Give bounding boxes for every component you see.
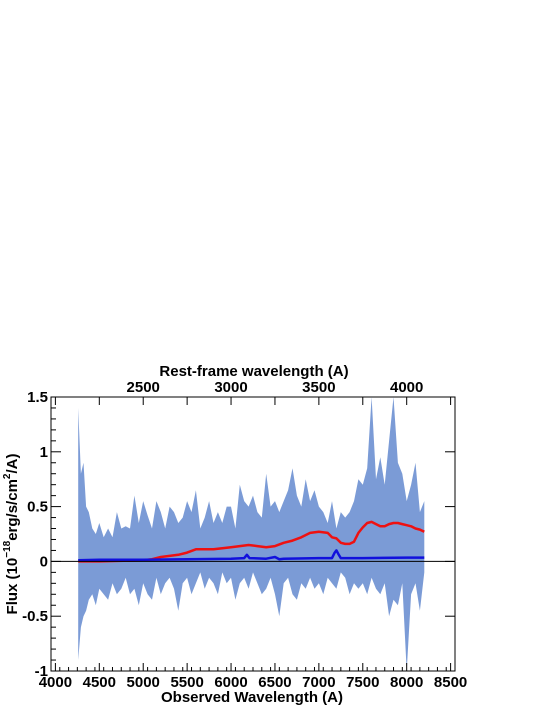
y-title-exp-1: −18 [2, 540, 13, 557]
spectrum-line-1 [78, 520, 425, 563]
x-tick-label: 4500 [83, 674, 116, 691]
y-axis-title: Flux (10−18erg/s/cm2/A) [2, 454, 21, 615]
x-tick-label: 6500 [258, 674, 291, 691]
flux-error-band [78, 397, 425, 671]
y-tick-label: 0.5 [27, 499, 48, 516]
x-tick-label: 6000 [214, 674, 247, 691]
x-tick-label: 8500 [434, 674, 467, 691]
top-axis-title: Rest-frame wavelength (A) [159, 363, 348, 380]
x2-tick-label: 2500 [127, 379, 160, 396]
x2-tick-label: 3500 [302, 379, 335, 396]
y-title-part-1: Flux (10 [4, 558, 21, 615]
x-tick-label: 7500 [346, 674, 379, 691]
spectrum-line-2 [78, 549, 425, 562]
y-tick-label: -1 [35, 663, 48, 680]
y-tick-label: 1.5 [27, 389, 48, 406]
x-tick-label: 4000 [39, 674, 72, 691]
y-tick-label: 0 [40, 553, 48, 570]
x-axis-title: Observed Wavelength (A) [161, 689, 343, 705]
x-tick-label: 5500 [170, 674, 203, 691]
y-title-part-2: erg/s/cm [4, 479, 21, 541]
x2-tick-label: 4000 [390, 379, 423, 396]
x-tick-label: 7000 [302, 674, 335, 691]
y-title-exp-2: 2 [2, 473, 13, 479]
x-tick-label: 8000 [390, 674, 423, 691]
x2-tick-label: 3000 [214, 379, 247, 396]
y-tick-label: 1 [40, 444, 48, 461]
x-tick-label: 5000 [127, 674, 160, 691]
y-tick-label: -0.5 [22, 608, 48, 625]
y-title-part-3: /A) [4, 454, 21, 474]
